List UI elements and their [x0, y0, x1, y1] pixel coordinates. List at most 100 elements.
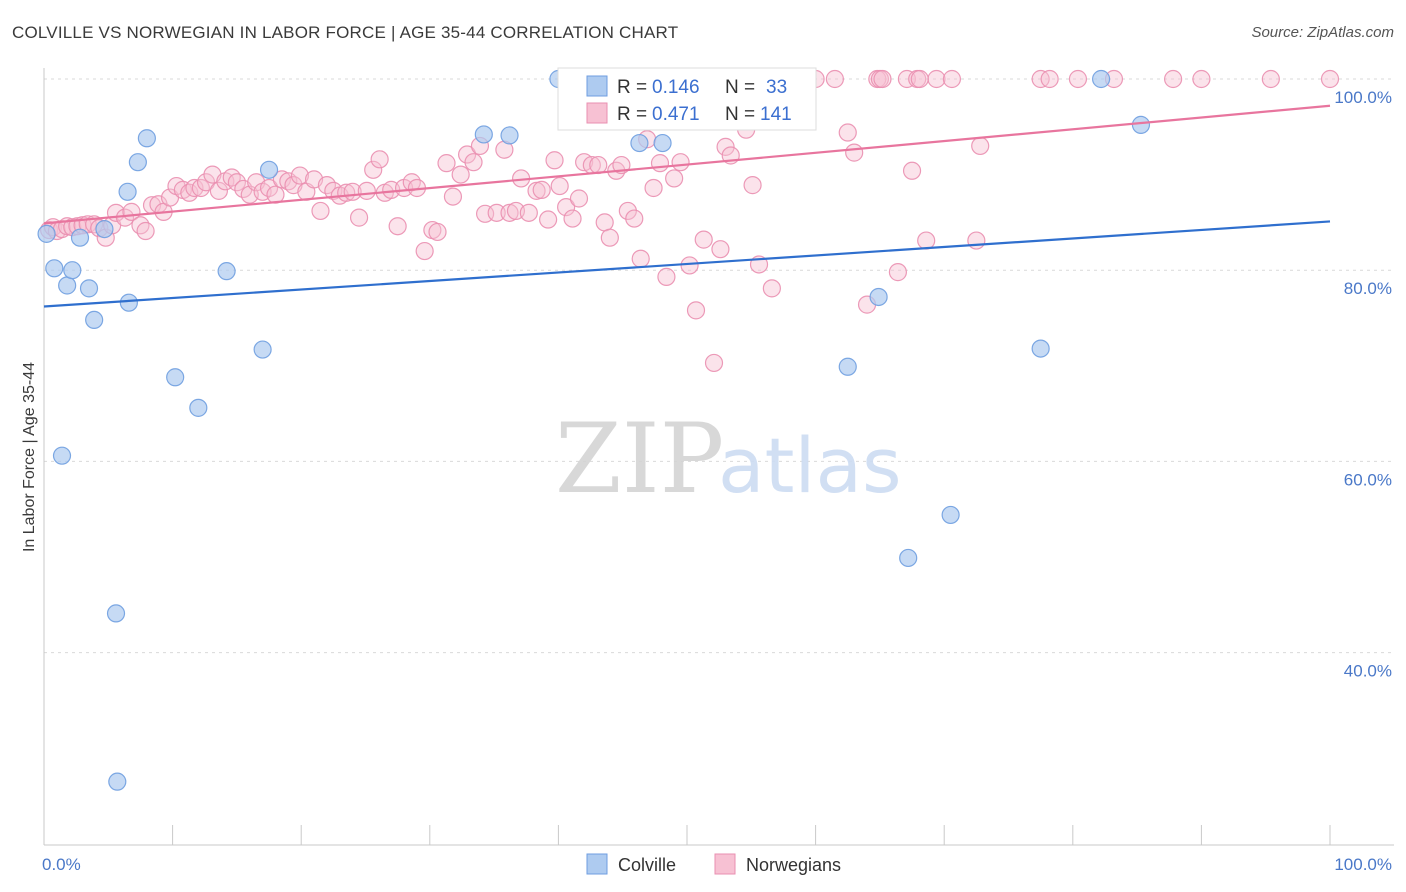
norwegians-point	[838, 123, 857, 142]
bottom-legend-label-norwegians: Norwegians	[746, 855, 841, 875]
norwegians-point	[539, 210, 558, 229]
colville-point	[1091, 69, 1111, 89]
series-colville-points	[37, 69, 1151, 791]
norwegians-point	[1068, 69, 1088, 89]
norwegians-point	[595, 213, 614, 232]
norwegians-point	[873, 69, 892, 89]
watermark-atlas: atlas	[718, 421, 902, 510]
bottom-legend-swatch-colville	[586, 853, 608, 875]
norwegians-point	[131, 216, 150, 235]
norwegians-point	[428, 222, 447, 242]
legend-norwegians-r-label: R =	[617, 104, 647, 125]
watermark-zip: ZIP	[555, 403, 724, 515]
colville-point	[108, 772, 127, 791]
colville-point	[630, 133, 649, 153]
colville-point	[166, 368, 185, 387]
norwegians-point	[888, 263, 908, 282]
norwegians-point	[711, 240, 730, 259]
norwegians-point	[527, 181, 546, 200]
norwegians-point	[349, 208, 369, 227]
y-tick-label-40: 40.0%	[1344, 662, 1392, 681]
norwegians-point	[259, 178, 279, 198]
norwegians-point	[971, 136, 990, 156]
legend-colville-r-label: R =	[617, 77, 647, 98]
norwegians-point	[625, 209, 644, 228]
norwegians-point	[443, 187, 463, 206]
norwegians-point	[290, 166, 310, 185]
colville-point	[118, 182, 137, 201]
norwegians-point	[825, 69, 844, 89]
colville-point	[119, 293, 138, 312]
norwegians-point	[917, 231, 936, 250]
colville-point	[37, 224, 56, 243]
norwegians-point	[902, 161, 922, 180]
bottom-legend-swatch-norwegians	[714, 853, 736, 875]
norwegians-point	[311, 201, 330, 221]
source-credit: Source: ZipAtlas.com	[1251, 24, 1394, 41]
norwegians-point	[910, 69, 929, 89]
norwegians-point	[185, 178, 204, 198]
norwegians-point	[680, 256, 699, 275]
norwegians-point	[1192, 69, 1211, 89]
series-legend: Colville Norwegians	[586, 853, 841, 875]
colville-point	[899, 548, 918, 568]
norwegians-point	[500, 203, 519, 222]
norwegians-point	[532, 180, 551, 199]
colville-point	[52, 446, 72, 465]
norwegians-point	[550, 176, 569, 196]
norwegians-point	[370, 150, 389, 169]
colville-point	[1131, 115, 1151, 134]
chart-title: COLVILLE VS NORWEGIAN IN LABOR FORCE | A…	[12, 23, 679, 42]
norwegians-point	[694, 230, 713, 249]
y-tick-labels: 40.0% 60.0% 80.0% 100.0%	[1334, 88, 1392, 681]
colville-point	[95, 219, 114, 239]
legend-norwegians-n-value: 141	[760, 104, 792, 125]
colville-point	[838, 357, 857, 376]
norwegians-point	[631, 249, 650, 268]
norwegians-point	[136, 221, 155, 241]
y-axis-label: In Labor Force | Age 35-44	[21, 362, 38, 552]
norwegians-point	[569, 189, 589, 208]
legend-norwegians-r-value: 0.471	[652, 104, 700, 125]
norwegians-point	[563, 209, 582, 228]
norwegians-point	[600, 228, 619, 247]
colville-point	[259, 160, 279, 179]
norwegians-point	[942, 69, 962, 89]
y-tick-label-100: 100.0%	[1334, 88, 1392, 107]
norwegians-point	[545, 151, 564, 170]
colville-point	[70, 228, 90, 247]
norwegians-point	[451, 165, 470, 184]
x-tick-label-min: 0.0%	[42, 855, 81, 874]
x-tick-labels: 0.0% 100.0%	[42, 855, 1392, 874]
colville-point	[869, 287, 888, 307]
legend-colville-n-value: 33	[766, 77, 787, 98]
colville-point	[500, 126, 519, 145]
colville-point	[474, 125, 493, 144]
legend-swatch-colville	[586, 75, 608, 97]
colville-point	[85, 310, 104, 330]
norwegians-point	[209, 181, 228, 200]
norwegians-point	[415, 241, 434, 261]
norwegians-point	[464, 153, 483, 172]
norwegians-point	[686, 301, 706, 320]
norwegians-point	[557, 198, 576, 217]
norwegians-point	[650, 154, 670, 173]
stats-legend: R = 0.146 N = 33 R = 0.471 N = 141	[557, 67, 817, 131]
legend-colville-r-value: 0.146	[652, 77, 700, 98]
norwegians-point	[227, 173, 246, 192]
colville-point	[79, 279, 99, 298]
norwegians-point	[704, 353, 724, 373]
watermark: ZIP atlas	[555, 403, 902, 515]
norwegians-point	[1320, 69, 1340, 89]
colville-point	[253, 340, 272, 359]
norwegians-point	[967, 231, 986, 250]
norwegians-point	[927, 69, 946, 89]
legend-swatch-norwegians	[586, 102, 608, 124]
colville-point	[1031, 339, 1050, 358]
colville-point	[189, 398, 208, 417]
norwegians-point	[671, 153, 690, 172]
trend-line-norwegians	[43, 104, 1331, 225]
norwegians-point	[519, 203, 538, 222]
colville-point	[128, 153, 147, 172]
